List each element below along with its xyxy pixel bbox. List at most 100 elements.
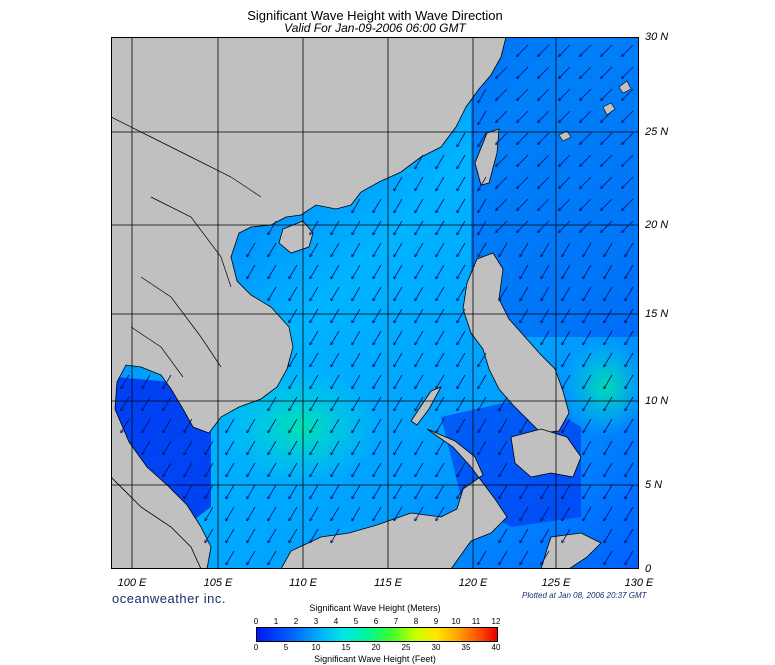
scale-tick: 0 [253, 617, 259, 626]
wave-direction-arrow [541, 528, 550, 543]
wave-direction-arrow [373, 242, 382, 257]
wave-direction-arrow [604, 330, 613, 345]
wave-direction-arrow [310, 484, 319, 499]
wave-direction-arrow [436, 374, 445, 389]
wave-direction-arrow [457, 352, 466, 367]
wave-direction-arrow [562, 352, 571, 367]
wave-direction-arrow [559, 154, 571, 166]
wave-direction-arrow [520, 550, 529, 565]
wave-direction-arrow [247, 242, 256, 257]
scale-tick: 5 [353, 617, 359, 626]
scale-tick: 8 [413, 617, 419, 626]
wave-direction-arrow [538, 88, 550, 100]
wave-direction-arrow [373, 352, 382, 367]
wave-direction-arrow [352, 220, 361, 235]
wave-direction-arrow [562, 374, 571, 389]
wave-direction-arrow [268, 396, 277, 411]
wave-direction-arrow [583, 352, 592, 367]
wave-direction-arrow [205, 440, 214, 455]
wave-direction-arrow [583, 462, 592, 477]
wave-direction-arrow [538, 220, 550, 232]
wave-direction-arrow [163, 418, 172, 433]
wave-direction-arrow [247, 528, 256, 543]
scale-tick: 6 [373, 617, 379, 626]
wave-direction-arrow [478, 242, 487, 257]
wave-direction-arrow [310, 418, 319, 433]
wave-direction-arrow [268, 264, 277, 279]
wave-direction-arrow [457, 264, 466, 279]
wave-height-map [111, 37, 639, 569]
wave-direction-arrow [622, 110, 634, 122]
wave-direction-arrow [289, 308, 298, 323]
wave-direction-arrow [310, 352, 319, 367]
wave-direction-arrow [436, 286, 445, 301]
wave-direction-arrow [415, 440, 424, 455]
wave-direction-arrow [394, 440, 403, 455]
wave-direction-arrow [559, 176, 571, 188]
wave-direction-arrow [394, 220, 403, 235]
wave-direction-arrow [394, 176, 403, 191]
wave-direction-arrow [559, 88, 571, 100]
wave-direction-arrow [352, 330, 361, 345]
wave-direction-arrow [373, 220, 382, 235]
wave-direction-arrow [604, 396, 613, 411]
wave-direction-arrow [352, 506, 361, 521]
wave-direction-arrow [541, 330, 550, 345]
wave-direction-arrow [373, 264, 382, 279]
wave-direction-arrow [436, 154, 445, 169]
wave-direction-arrow [289, 396, 298, 411]
wave-direction-arrow [205, 506, 214, 521]
wave-direction-arrow [121, 374, 130, 389]
wave-direction-arrow [604, 440, 613, 455]
wave-direction-arrow [331, 506, 340, 521]
scale-tick: 1 [273, 617, 279, 626]
wave-direction-arrow [625, 242, 634, 257]
wave-direction-arrow [415, 506, 424, 521]
wave-direction-arrow [604, 308, 613, 323]
wave-direction-arrow [583, 308, 592, 323]
wave-direction-arrow [562, 484, 571, 499]
wave-direction-arrow [142, 418, 151, 433]
wave-direction-arrow [457, 374, 466, 389]
wave-direction-arrow [604, 352, 613, 367]
wave-direction-arrow [604, 462, 613, 477]
lat-label-25n: 25 N [645, 126, 669, 138]
wave-direction-arrows [121, 44, 634, 565]
wave-direction-arrow [436, 396, 445, 411]
wave-direction-arrow [457, 198, 466, 213]
wave-direction-arrow [205, 462, 214, 477]
wave-direction-arrow [499, 440, 508, 455]
wave-direction-arrow [457, 308, 466, 323]
wave-direction-arrow [394, 374, 403, 389]
wave-direction-arrow [583, 242, 592, 257]
wave-direction-arrow [415, 330, 424, 345]
wave-direction-arrow [352, 264, 361, 279]
wave-direction-arrow [394, 308, 403, 323]
wave-direction-arrow [289, 528, 298, 543]
wave-direction-arrow [436, 418, 445, 433]
wave-direction-arrow [457, 462, 466, 477]
wave-direction-arrow [559, 110, 571, 122]
wave-direction-arrow [478, 198, 487, 213]
wave-direction-arrow [622, 220, 634, 232]
wave-direction-arrow [538, 110, 550, 122]
wave-direction-arrow [457, 396, 466, 411]
wave-direction-arrow [436, 462, 445, 477]
wave-direction-arrow [601, 66, 613, 78]
wave-direction-arrow [499, 528, 508, 543]
wave-direction-arrow [601, 88, 613, 100]
wave-direction-arrow [478, 220, 487, 235]
scale-tick: 5 [283, 643, 289, 652]
wave-direction-arrow [289, 374, 298, 389]
wave-direction-arrow [331, 220, 340, 235]
wave-direction-arrow [247, 418, 256, 433]
wave-direction-arrow [247, 550, 256, 565]
lat-lon-grid [111, 37, 639, 569]
wave-direction-arrow [373, 198, 382, 213]
wave-direction-arrow [415, 198, 424, 213]
wave-direction-arrow [352, 198, 361, 213]
wave-direction-arrow [478, 374, 487, 389]
wave-direction-arrow [373, 418, 382, 433]
country-borders [111, 116, 262, 378]
wave-direction-arrow [517, 66, 529, 78]
